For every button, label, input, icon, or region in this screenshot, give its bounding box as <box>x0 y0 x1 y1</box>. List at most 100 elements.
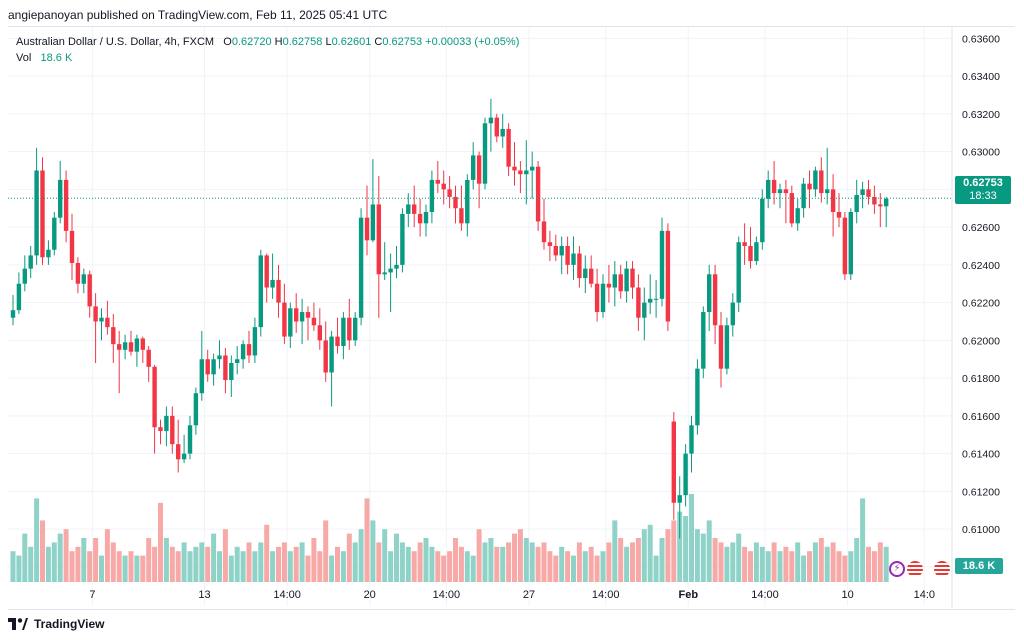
volume-bar <box>405 546 411 582</box>
last-price-tag: 0.62753 18:33 <box>955 176 1011 204</box>
volume-bar <box>352 542 358 582</box>
candle-body <box>323 340 328 373</box>
tradingview-footer[interactable]: TradingView <box>8 617 104 631</box>
volume-bar <box>329 555 335 582</box>
candle-body <box>52 217 57 250</box>
candle-body <box>577 253 582 279</box>
y-tick-label: 0.62200 <box>962 298 1000 310</box>
volume-bar <box>116 551 122 582</box>
volume-bar <box>246 542 252 582</box>
volume-bar <box>630 542 635 582</box>
candle-body <box>353 317 358 341</box>
y-tick-label: 0.63400 <box>962 71 1000 83</box>
symbol-title[interactable]: Australian Dollar / U.S. Dollar, 4h, FXC… <box>16 36 215 48</box>
volume-bar <box>10 551 16 582</box>
candle-body <box>771 179 777 194</box>
volume-bar <box>576 542 582 582</box>
candle-body <box>453 196 458 209</box>
economic-event-icon[interactable]: ⚡ <box>889 561 905 577</box>
candle-body <box>842 217 848 275</box>
candle-body <box>394 264 399 269</box>
x-tick-label: 20 <box>364 589 376 601</box>
volume-bar <box>470 555 476 582</box>
volume-label[interactable]: Vol <box>16 52 32 64</box>
candle-body <box>317 325 322 341</box>
volume-bar <box>553 555 559 582</box>
volume-bar <box>848 551 854 582</box>
y-tick-label: 0.61000 <box>962 524 1000 536</box>
volume-bar <box>653 555 659 582</box>
volume-bar <box>34 498 40 582</box>
candle-body <box>211 359 216 375</box>
flag-us-icon[interactable] <box>907 561 923 577</box>
candle-body <box>736 242 741 303</box>
volume-bar <box>40 520 45 582</box>
candle-body <box>724 325 730 369</box>
candle-body <box>299 312 305 322</box>
candle-body <box>164 415 169 431</box>
volume-bar <box>765 551 771 582</box>
candle-body <box>34 170 39 256</box>
candle-body <box>730 302 735 326</box>
volume-bar <box>388 551 394 582</box>
candle-body <box>677 495 682 503</box>
volume-bar <box>287 551 293 582</box>
candle-body <box>264 255 269 288</box>
volume-tag: 18.6 K <box>955 558 1003 574</box>
volume-bar <box>134 555 140 582</box>
volume-bar <box>228 555 234 582</box>
volume-bar <box>789 551 795 582</box>
change-value: +0.00033 (+0.05%) <box>425 36 520 48</box>
close-label: C <box>374 36 383 48</box>
candle-body <box>653 298 659 300</box>
candle-body <box>535 166 541 222</box>
candle-body <box>63 179 69 231</box>
candle-body <box>471 155 476 180</box>
x-tick-label: 14:00 <box>433 589 461 601</box>
volume-bar <box>482 542 488 582</box>
candle-body <box>158 427 163 431</box>
volume-bar <box>281 542 287 582</box>
volume-bar <box>582 551 588 582</box>
candle-body <box>140 338 145 350</box>
volume-bar <box>122 555 128 582</box>
x-tick-label: Feb <box>679 589 699 601</box>
candle-body <box>122 342 128 350</box>
volume-value: 18.6 K <box>40 52 73 64</box>
candle-body <box>217 355 222 360</box>
low-label: L <box>325 36 332 48</box>
y-tick-label: 0.61600 <box>962 411 1000 423</box>
y-tick-label: 0.62000 <box>962 335 1000 347</box>
volume-bar <box>28 546 34 582</box>
volume-bar <box>860 498 866 582</box>
volume-bar <box>506 542 512 582</box>
volume-bar <box>594 555 600 582</box>
volume-bar <box>694 529 700 582</box>
volume-bar <box>358 529 364 582</box>
volume-bar <box>458 546 464 582</box>
candle-body <box>860 189 865 196</box>
volume-bar <box>706 520 712 582</box>
volume-bar <box>158 502 163 582</box>
volume-bar <box>689 494 694 582</box>
candle-body <box>530 166 535 171</box>
candle-body <box>848 212 853 275</box>
candle-body <box>618 274 623 292</box>
volume-bar <box>641 529 647 582</box>
candle-body <box>854 195 859 212</box>
volume-bar <box>535 546 541 582</box>
y-tick-label: 0.61200 <box>962 486 1000 498</box>
candle-body <box>642 302 647 318</box>
flag-us-icon[interactable] <box>934 561 950 577</box>
volume-bar <box>110 542 116 582</box>
candle-body <box>866 189 871 197</box>
volume-bar <box>464 551 470 582</box>
volume-bar <box>340 551 346 582</box>
volume-bar <box>293 546 299 582</box>
volume-bar <box>429 546 435 582</box>
candle-body <box>777 189 783 194</box>
candle-body <box>252 327 258 356</box>
candle-body <box>81 274 86 284</box>
volume-bar <box>211 533 217 582</box>
